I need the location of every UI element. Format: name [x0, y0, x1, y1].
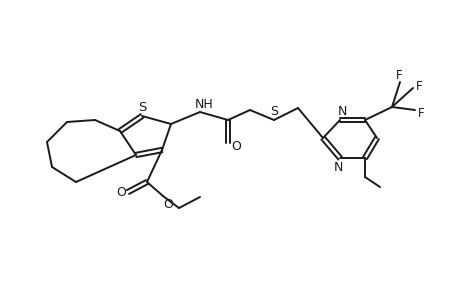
Text: N: N: [333, 160, 342, 173]
Text: O: O: [230, 140, 241, 152]
Text: N: N: [336, 104, 346, 118]
Text: O: O: [162, 197, 173, 211]
Text: NH: NH: [194, 98, 213, 110]
Text: F: F: [395, 68, 402, 82]
Text: O: O: [116, 185, 126, 199]
Text: S: S: [138, 100, 146, 113]
Text: F: F: [415, 80, 421, 92]
Text: F: F: [417, 106, 423, 119]
Text: S: S: [269, 104, 277, 118]
